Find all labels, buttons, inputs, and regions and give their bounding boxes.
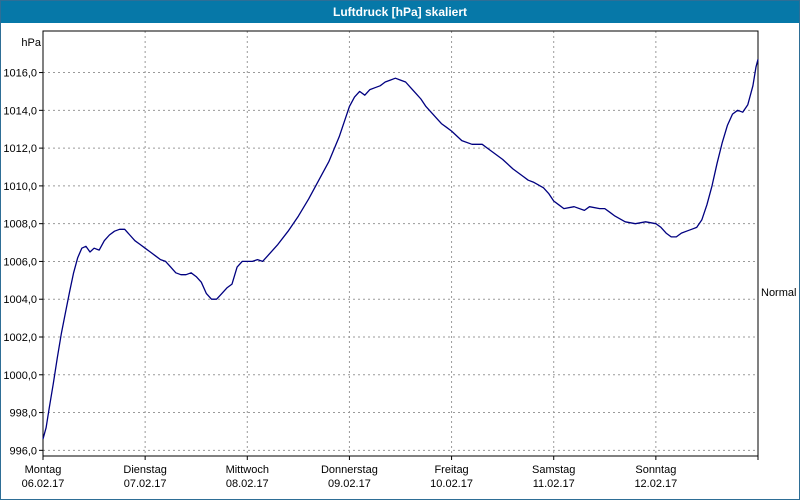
y-tick-label: 1008,0: [3, 219, 37, 231]
x-tick-date-label: 06.02.17: [22, 478, 65, 490]
y-tick-label: 998,0: [9, 408, 37, 420]
titlebar[interactable]: Luftdruck [hPa] skaliert: [1, 1, 799, 23]
normal-pressure-label: Normal: [761, 286, 797, 299]
x-tick-day-label: Freitag: [434, 464, 468, 476]
y-tick-label: 1014,0: [3, 105, 37, 117]
pressure-line: [42, 59, 759, 440]
y-axis-unit-label: hPa: [21, 37, 41, 49]
x-tick-day-label: Donnerstag: [321, 464, 378, 476]
x-tick-date-label: 09.02.17: [328, 478, 371, 490]
plot-border: [42, 30, 759, 457]
x-tick-day-label: Samstag: [532, 464, 575, 476]
y-tick-label: 1010,0: [3, 181, 37, 193]
y-tick-label: 1016,0: [3, 68, 37, 80]
x-tick-day-label: Mittwoch: [226, 464, 269, 476]
x-tick-date-label: 11.02.17: [533, 478, 575, 490]
x-tick-day-label: Montag: [25, 464, 62, 476]
window-title: Luftdruck [hPa] skaliert: [332, 5, 468, 19]
y-tick-label: 1004,0: [3, 294, 37, 306]
x-tick-date-label: 08.02.17: [226, 478, 269, 490]
y-tick-label: 1002,0: [3, 332, 37, 344]
x-tick-date-label: 07.02.17: [124, 478, 167, 490]
y-tick-label: 1012,0: [3, 143, 37, 155]
x-tick-day-label: Dienstag: [123, 464, 166, 476]
x-tick-day-label: Sonntag: [635, 464, 676, 476]
x-tick-date-label: 10.02.17: [430, 478, 473, 490]
y-tick-label: 1006,0: [3, 256, 37, 268]
y-tick-label: 1000,0: [3, 370, 37, 382]
y-tick-label: 996,0: [9, 445, 37, 457]
x-tick-date-label: 12.02.17: [634, 478, 677, 490]
